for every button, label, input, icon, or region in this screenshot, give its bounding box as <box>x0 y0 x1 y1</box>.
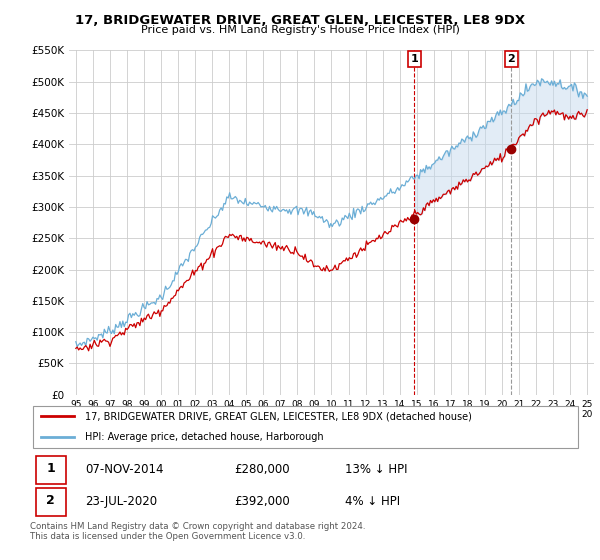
Text: Contains HM Land Registry data © Crown copyright and database right 2024.
This d: Contains HM Land Registry data © Crown c… <box>30 522 365 542</box>
FancyBboxPatch shape <box>35 455 66 484</box>
Text: 17, BRIDGEWATER DRIVE, GREAT GLEN, LEICESTER, LE8 9DX: 17, BRIDGEWATER DRIVE, GREAT GLEN, LEICE… <box>75 14 525 27</box>
Text: 1: 1 <box>410 54 418 64</box>
Text: 1: 1 <box>46 462 55 475</box>
Text: 13% ↓ HPI: 13% ↓ HPI <box>344 463 407 476</box>
Text: 23-JUL-2020: 23-JUL-2020 <box>85 496 157 508</box>
FancyBboxPatch shape <box>33 405 578 449</box>
Text: £280,000: £280,000 <box>234 463 290 476</box>
Text: 07-NOV-2014: 07-NOV-2014 <box>85 463 164 476</box>
Text: 2: 2 <box>46 494 55 507</box>
Text: 4% ↓ HPI: 4% ↓ HPI <box>344 496 400 508</box>
Text: Price paid vs. HM Land Registry's House Price Index (HPI): Price paid vs. HM Land Registry's House … <box>140 25 460 35</box>
Text: 17, BRIDGEWATER DRIVE, GREAT GLEN, LEICESTER, LE8 9DX (detached house): 17, BRIDGEWATER DRIVE, GREAT GLEN, LEICE… <box>85 411 472 421</box>
FancyBboxPatch shape <box>35 488 66 516</box>
Text: HPI: Average price, detached house, Harborough: HPI: Average price, detached house, Harb… <box>85 432 324 442</box>
Text: £392,000: £392,000 <box>234 496 290 508</box>
Text: 2: 2 <box>508 54 515 64</box>
